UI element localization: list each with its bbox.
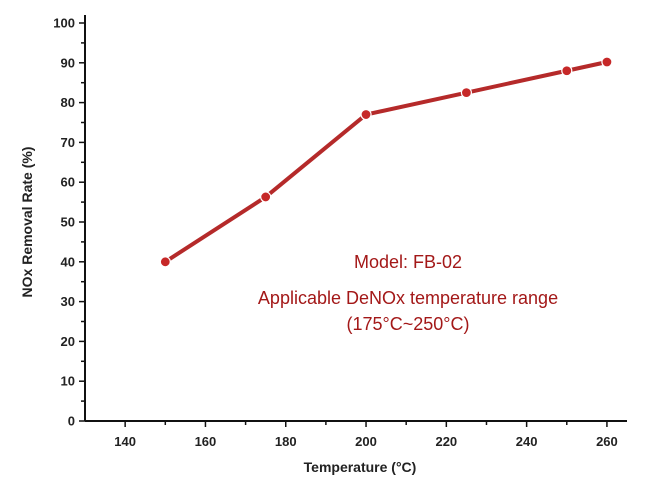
y-tick-label: 90 [61, 55, 75, 70]
x-tick-label: 240 [516, 434, 538, 449]
y-tick-label: 0 [68, 414, 75, 429]
annotation-range-values: (175°C~250°C) [347, 314, 470, 334]
y-tick-label: 70 [61, 135, 75, 150]
data-point [561, 65, 573, 77]
x-tick-label: 160 [195, 434, 217, 449]
data-point [601, 56, 613, 68]
y-axis-label: NOx Removal Rate (%) [19, 147, 35, 298]
annotation-model: Model: FB-02 [354, 252, 462, 272]
x-tick-label: 140 [114, 434, 136, 449]
x-tick-label: 220 [435, 434, 457, 449]
y-tick-label: 80 [61, 95, 75, 110]
y-tick-label: 20 [61, 334, 75, 349]
data-point [159, 256, 171, 268]
data-point [360, 108, 372, 121]
series-line [164, 60, 608, 264]
axes: 0 10 20 30 40 50 60 70 80 90 100 140 160 180 200 220 240… [53, 15, 627, 449]
x-tick-label: 180 [275, 434, 297, 449]
y-tick-label: 100 [53, 16, 75, 31]
y-tick-label: 40 [61, 254, 75, 269]
x-tick-label: 260 [596, 434, 618, 449]
annotation-range-title: Applicable DeNOx temperature range [258, 288, 558, 308]
y-tick-label: 60 [61, 175, 75, 190]
data-point [260, 191, 272, 203]
y-tick-label: 30 [61, 294, 75, 309]
x-tick-label: 200 [355, 434, 377, 449]
x-axis-label: Temperature (°C) [304, 459, 417, 475]
data-point [460, 87, 473, 99]
y-tick-label: 50 [61, 215, 75, 230]
series-fb-02 [159, 56, 613, 268]
y-tick-label: 10 [61, 374, 75, 389]
